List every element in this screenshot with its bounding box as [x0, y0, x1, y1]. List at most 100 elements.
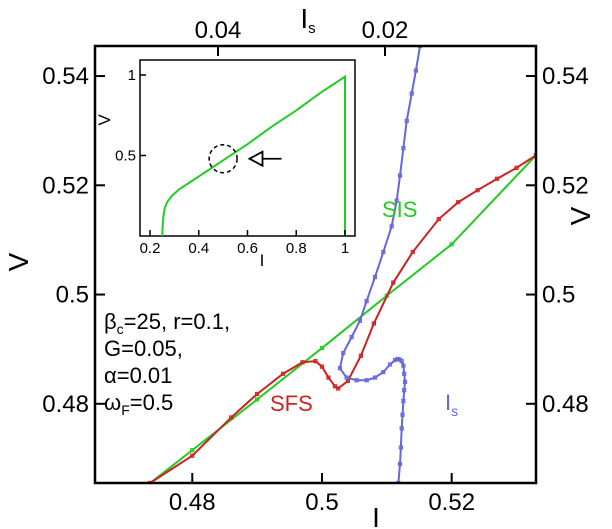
is-label-main: I: [445, 390, 451, 415]
y-tick-label: 0.5: [56, 282, 89, 309]
sis-point: [255, 397, 260, 402]
sfs-point: [280, 371, 286, 376]
is-point: [389, 224, 394, 229]
inset-arrow-head: [247, 150, 264, 168]
sfs-point: [514, 165, 519, 170]
is-label-sub: s: [451, 403, 458, 419]
sis-point: [449, 242, 454, 247]
sfs-point: [371, 321, 376, 326]
param-omega-sub: F: [121, 402, 130, 418]
inset-y-tick-label: 1: [128, 67, 136, 84]
inset-x-tick-label: 0.8: [286, 240, 307, 257]
is-point: [364, 298, 369, 304]
inset-x-tick-label: 0.2: [140, 240, 161, 257]
is-point: [357, 318, 363, 323]
inset-ticks-group: 0.2 0.4 0.6 0.8 1 0.5 1: [115, 67, 349, 257]
is-point: [402, 388, 407, 393]
param-beta-main: β: [104, 309, 117, 334]
is-point: [372, 274, 378, 280]
top-axis-title-main: I: [300, 3, 308, 34]
is-point: [397, 461, 403, 466]
inset-x-tick-label: 0.6: [237, 240, 258, 257]
sfs-point: [313, 359, 318, 364]
main-plot-frame: [93, 44, 538, 485]
x-tick-label: 0.52: [428, 489, 475, 516]
is-point: [402, 379, 408, 385]
y-tick-label: 0.54: [42, 63, 89, 90]
top-tick-label: 0.02: [362, 17, 409, 44]
is-point: [401, 146, 406, 151]
sis-point: [190, 448, 195, 453]
sfs-point: [255, 391, 260, 397]
is-point: [349, 335, 354, 340]
inset-frame: [139, 59, 356, 237]
sfs-point: [475, 188, 480, 193]
inset-y-tick-label: 0.5: [115, 148, 136, 165]
param-omega-main: ω: [104, 390, 121, 415]
sis-line: [149, 154, 536, 483]
x-tick-label: 0.48: [169, 489, 216, 516]
is-point: [401, 363, 406, 368]
right-y-axis-title: V: [565, 206, 596, 225]
sfs-point: [410, 249, 415, 255]
is-point: [397, 357, 403, 362]
param-line-g: G=0.05,: [104, 336, 183, 361]
inset-plot: 0.2 0.4 0.6 0.8 1 0.5 1 V I: [95, 59, 356, 270]
is-point: [337, 366, 343, 371]
y-tick-label: 0.52: [42, 172, 89, 199]
sfs-point: [391, 280, 396, 285]
inset-y-axis-title: V: [95, 114, 114, 126]
inset-x-tick-label: 0.4: [188, 240, 209, 257]
sfs-label: SFS: [270, 391, 313, 416]
sis-label: SIS: [382, 197, 417, 222]
param-beta-rest: =25, r=0.1,: [124, 309, 230, 334]
right-y-tick-label: 0.48: [542, 391, 589, 418]
sfs-point: [456, 200, 461, 205]
sis-point: [319, 345, 325, 351]
sfs-point: [190, 453, 195, 458]
inset-iv-curve: [161, 74, 346, 237]
is-label: Is: [445, 390, 458, 419]
top-axis-title: Is: [300, 3, 315, 37]
sfs-series: [148, 153, 536, 483]
inset-series-group: [161, 74, 346, 237]
param-line-alpha: α=0.01: [104, 363, 172, 388]
x-axis-title: I: [372, 502, 380, 529]
param-omega-rest: =0.5: [130, 390, 173, 415]
y-tick-label: 0.48: [42, 391, 89, 418]
sfs-point: [332, 384, 338, 389]
sfs-point: [436, 217, 441, 222]
is-line: [338, 46, 422, 483]
sfs-point: [494, 176, 500, 181]
main-ticks-group: 0.48 0.5 0.52 0.48 0.48 0.5 0.5 0.52 0.52 0.54 0.5…: [42, 17, 588, 516]
right-y-tick-label: 0.52: [542, 172, 589, 199]
sfs-point: [300, 360, 305, 365]
is-point: [372, 375, 378, 380]
is-point: [341, 350, 346, 356]
is-point: [387, 362, 393, 367]
sfs-point: [336, 386, 341, 391]
x-tick-label: 0.5: [305, 489, 338, 516]
right-y-tick-label: 0.5: [542, 282, 575, 309]
is-point: [381, 370, 386, 375]
right-y-tick-label: 0.54: [542, 63, 589, 90]
inset-arrow-icon: [247, 150, 282, 168]
sfs-line: [149, 154, 536, 483]
sfs-point: [533, 153, 536, 158]
is-point: [395, 356, 400, 362]
inset-dashed-circle: [208, 143, 238, 174]
is-point: [402, 371, 407, 376]
is-series: [337, 46, 423, 483]
top-tick-label: 0.04: [195, 17, 242, 44]
param-line-beta: βc=25, r=0.1,: [104, 309, 230, 337]
sfs-point: [358, 353, 363, 358]
parameter-block: βc=25, r=0.1, G=0.05, α=0.01 ωF=0.5: [104, 309, 230, 418]
is-point: [398, 445, 403, 450]
is-point: [401, 398, 406, 404]
is-point: [404, 118, 409, 123]
main-series-group: [148, 46, 536, 483]
is-point: [364, 378, 369, 383]
sfs-point: [326, 375, 331, 380]
main-plot: 0.48 0.5 0.52 0.48 0.48 0.5 0.5 0.52 0.52 0.54 0.5…: [3, 3, 596, 529]
is-point: [394, 198, 399, 203]
